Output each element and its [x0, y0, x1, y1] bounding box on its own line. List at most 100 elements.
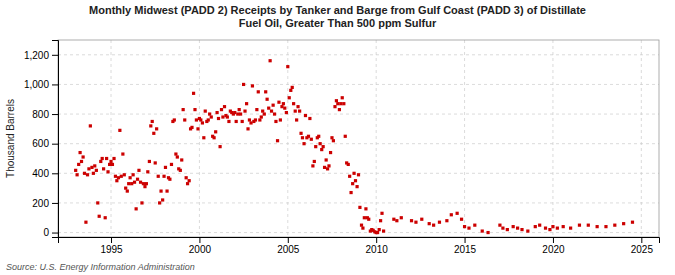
x-tick-mark — [288, 237, 289, 243]
point — [202, 136, 205, 139]
point — [255, 108, 258, 111]
point — [338, 108, 341, 111]
point — [335, 99, 338, 102]
y-tick-label: 400 — [32, 168, 49, 179]
point — [241, 120, 244, 123]
point — [75, 173, 78, 176]
point — [217, 117, 220, 120]
point — [196, 127, 199, 130]
x-tick-mark — [111, 237, 112, 243]
point — [395, 219, 398, 222]
x-tick-mark — [199, 237, 200, 243]
y-tick-mark — [52, 173, 58, 174]
point — [323, 166, 326, 169]
point — [498, 224, 501, 227]
point — [179, 169, 182, 172]
grid-line-y — [58, 54, 659, 55]
point — [317, 135, 320, 138]
x-axis-line — [59, 238, 660, 244]
point — [74, 169, 77, 172]
grid-line-y — [58, 114, 659, 115]
grid-line-x — [376, 40, 377, 237]
point — [101, 157, 104, 160]
point — [380, 212, 383, 215]
point — [538, 224, 541, 227]
point — [526, 229, 529, 232]
y-tick-mark — [52, 203, 58, 204]
point — [109, 160, 112, 163]
x-tick: 1995 — [100, 237, 123, 255]
point — [154, 161, 157, 164]
point — [379, 219, 382, 222]
point — [296, 105, 299, 108]
point — [325, 158, 328, 161]
point — [326, 167, 329, 170]
point — [182, 108, 185, 111]
y-tick-mark — [52, 55, 58, 56]
point — [90, 166, 93, 169]
x-tick: 2010 — [366, 237, 389, 255]
point — [320, 148, 323, 151]
point — [157, 175, 160, 178]
point — [238, 108, 241, 111]
point — [260, 115, 263, 118]
point — [420, 218, 423, 221]
point — [176, 155, 179, 158]
point — [578, 224, 581, 227]
point — [115, 179, 118, 182]
point — [467, 227, 470, 230]
point — [481, 229, 484, 232]
x-tick-label: 2005 — [277, 244, 300, 255]
point — [428, 222, 431, 225]
point — [445, 219, 448, 222]
point — [378, 228, 381, 231]
point — [314, 145, 317, 148]
point — [355, 185, 358, 188]
point — [302, 142, 305, 145]
point — [460, 218, 463, 221]
y-tick-mark — [52, 114, 58, 115]
point — [233, 111, 236, 114]
point — [562, 225, 565, 228]
point — [102, 167, 105, 170]
point — [410, 219, 413, 222]
grid-line-y — [58, 202, 659, 203]
point — [199, 118, 202, 121]
x-tick-mark — [376, 237, 377, 243]
x-tick-mark — [553, 237, 554, 243]
point — [289, 89, 292, 92]
point — [170, 163, 173, 166]
point — [376, 231, 379, 234]
point — [168, 178, 171, 181]
point — [127, 182, 130, 185]
point — [544, 227, 547, 230]
point — [188, 179, 191, 182]
point — [180, 158, 183, 161]
point — [534, 225, 537, 228]
y-tick: 0 — [43, 227, 58, 238]
point — [282, 102, 285, 105]
point — [82, 155, 85, 158]
point — [263, 112, 266, 115]
point — [486, 231, 489, 234]
point — [382, 229, 385, 232]
point — [332, 139, 335, 142]
point — [367, 218, 370, 221]
point — [270, 109, 273, 112]
y-tick-label: 1,000 — [24, 79, 49, 90]
point — [130, 182, 133, 185]
point — [248, 118, 251, 121]
point — [236, 112, 239, 115]
point — [274, 120, 277, 123]
point — [235, 120, 238, 123]
point — [294, 109, 297, 112]
point — [245, 102, 248, 105]
point — [108, 163, 111, 166]
point — [124, 187, 127, 190]
point — [139, 181, 142, 184]
point — [149, 124, 152, 127]
point — [218, 145, 221, 148]
point — [512, 225, 515, 228]
point — [89, 124, 92, 127]
x-tick: 2020 — [542, 237, 565, 255]
